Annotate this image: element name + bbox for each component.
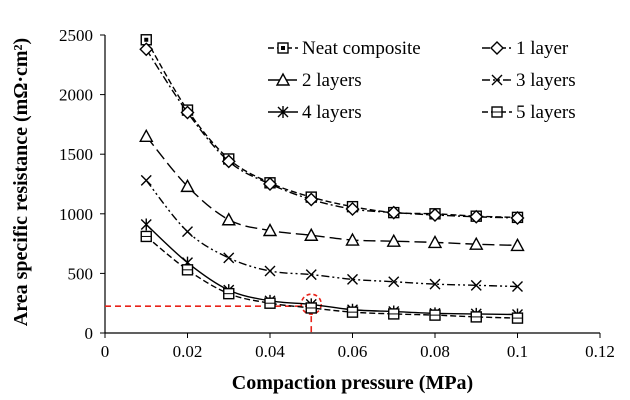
data-point — [386, 233, 401, 247]
data-point — [263, 177, 277, 191]
legend-label: 5 layers — [516, 102, 576, 123]
data-point-dot — [144, 37, 149, 42]
data-point — [180, 178, 195, 193]
data-point — [140, 174, 152, 186]
x-tick-label: 0.1 — [507, 342, 528, 361]
data-point — [140, 218, 152, 231]
series-line — [145, 224, 518, 316]
data-point — [221, 212, 236, 226]
data-point — [139, 42, 154, 57]
series-5-layers — [140, 230, 524, 324]
x-tick-label: 0.06 — [338, 342, 368, 361]
legend-item: 4 layers — [268, 102, 362, 123]
legend-item: 5 layers — [482, 102, 576, 123]
legend-swatch-marker — [491, 74, 503, 86]
legend-swatch-marker-dot — [281, 46, 285, 50]
legend-item: 2 layers — [268, 70, 362, 91]
legend-label: Neat composite — [302, 38, 421, 59]
series-line — [145, 179, 518, 288]
data-point — [512, 281, 523, 293]
x-tick-label: 0.12 — [585, 342, 615, 361]
series-4-layers — [140, 218, 523, 321]
data-point — [347, 273, 358, 285]
legend-label: 1 layer — [516, 38, 569, 59]
data-point — [221, 154, 236, 169]
data-point — [345, 202, 360, 217]
x-tick-label: 0.08 — [420, 342, 450, 361]
data-point — [223, 252, 235, 264]
legend-item: Neat composite — [268, 38, 421, 59]
series-3-layers — [140, 174, 523, 293]
data-point — [469, 236, 484, 250]
data-point — [304, 227, 319, 241]
series-neat-composite — [140, 34, 524, 224]
y-tick-label: 1000 — [59, 205, 93, 224]
data-point — [304, 192, 319, 207]
x-tick-label: 0.04 — [255, 342, 285, 361]
legend: Neat composite 1 layer 2 layers 3 layers 4 l… — [268, 38, 576, 123]
data-point — [427, 234, 443, 249]
x-axis-title: Compaction pressure (MPa) — [232, 372, 473, 394]
series-2-layers — [139, 128, 525, 252]
y-axis-title: Area specific resistance (mΩ·cm²) — [10, 38, 32, 326]
series-group — [139, 34, 525, 324]
legend-swatch-marker — [490, 41, 504, 55]
legend-item: 3 layers — [482, 70, 576, 91]
series-line — [145, 39, 518, 219]
reference-annotation — [105, 293, 323, 333]
legend-label: 2 layers — [302, 70, 362, 91]
data-point — [428, 208, 442, 222]
y-tick-label: 2500 — [59, 26, 93, 45]
data-point — [139, 128, 154, 143]
series-line — [145, 135, 518, 247]
legend-swatch-marker — [277, 106, 289, 118]
data-point — [180, 105, 195, 120]
data-point — [182, 226, 193, 238]
data-point — [305, 269, 317, 281]
legend-label: 4 layers — [302, 102, 362, 123]
legend-label: 3 layers — [516, 70, 576, 91]
data-point — [388, 276, 400, 288]
data-point — [345, 232, 360, 246]
data-point — [262, 223, 278, 237]
y-tick-label: 1500 — [59, 145, 93, 164]
legend-item: 1 layer — [482, 38, 569, 59]
data-point — [510, 237, 525, 252]
data-point — [264, 265, 276, 277]
x-tick-label: 0 — [101, 342, 110, 361]
axes: 0 0.02 0.04 0.06 0.08 0.1 0.12 0 500 1000 1500 2000… — [10, 26, 615, 394]
data-point — [386, 205, 401, 220]
data-point — [469, 209, 484, 224]
y-tick-label: 0 — [85, 324, 94, 343]
y-tick-label: 2000 — [59, 86, 93, 105]
data-point — [510, 210, 525, 225]
data-point — [429, 278, 441, 290]
series-1-layer — [139, 42, 525, 225]
legend-swatch-marker — [275, 72, 291, 86]
data-point — [470, 279, 482, 291]
series-line — [145, 48, 518, 219]
series-line — [145, 235, 518, 319]
y-tick-label: 500 — [68, 264, 94, 283]
x-tick-label: 0.02 — [173, 342, 203, 361]
